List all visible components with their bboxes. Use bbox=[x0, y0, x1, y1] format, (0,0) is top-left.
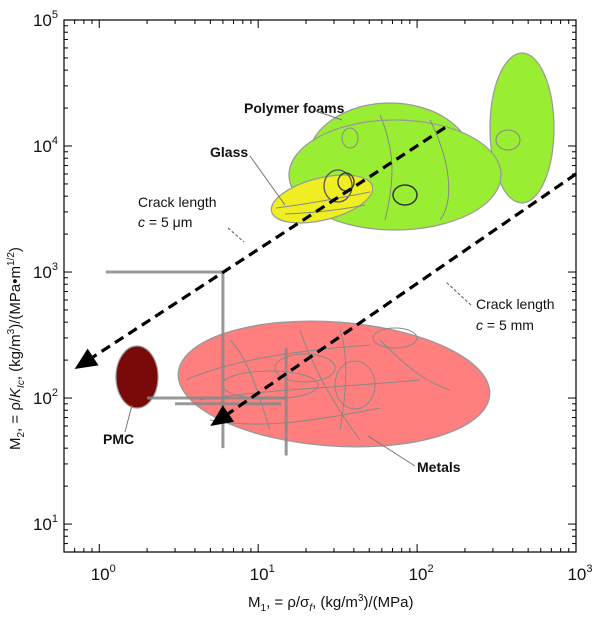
axis-ticks bbox=[63, 19, 577, 553]
region-pmc bbox=[115, 345, 159, 409]
leader-polymer-foams bbox=[315, 110, 343, 121]
foam-outline-2 bbox=[495, 129, 521, 151]
label-polymer-foams: Polymer foams bbox=[244, 100, 345, 116]
y-tick-label-4: 105 bbox=[33, 9, 58, 30]
leader-crack-5um bbox=[227, 227, 245, 243]
metals-outline-4 bbox=[299, 329, 361, 441]
leader-glass bbox=[249, 155, 286, 206]
crack-length-guide-lines bbox=[74, 126, 577, 426]
foam-outline-3 bbox=[392, 184, 418, 206]
y-title-part-4: Ic bbox=[16, 380, 27, 388]
guide-arrowhead-0 bbox=[74, 348, 99, 369]
x-tick-label-0-exp: 0 bbox=[110, 563, 116, 575]
x-title-part-5: 3 bbox=[358, 593, 364, 604]
crack-5um-value: = 5 μm bbox=[145, 214, 192, 230]
region-outlines bbox=[185, 114, 521, 441]
x-tick-label-3-exp: 3 bbox=[586, 563, 592, 575]
crack-label-5um-line2: c = 5 μm bbox=[138, 214, 192, 230]
region-group-metals bbox=[177, 320, 491, 448]
x-title-part-1: 1 bbox=[261, 603, 267, 614]
x-tick-label-2-base: 10 bbox=[409, 565, 428, 584]
metals-outline-7 bbox=[274, 353, 336, 383]
y-title-part-7: )/(MPa•m bbox=[7, 266, 24, 329]
region-polymer-foams-right bbox=[489, 52, 555, 204]
foam-outline-1 bbox=[341, 127, 359, 149]
glass-outline-1 bbox=[275, 191, 371, 209]
x-tick-label-1: 101 bbox=[250, 563, 275, 584]
foam-outline-6 bbox=[429, 119, 450, 221]
x-tick-label-0-base: 10 bbox=[91, 565, 110, 584]
x-title-part-4: , (kg/m bbox=[312, 594, 358, 611]
region-group-pmc bbox=[115, 345, 159, 409]
label-metals: Metals bbox=[417, 459, 461, 475]
x-title-part-3: f bbox=[309, 603, 313, 614]
x-tick-label-3-base: 10 bbox=[567, 565, 586, 584]
glass-outline-2 bbox=[284, 204, 366, 215]
leader-crack-5mm bbox=[445, 281, 472, 306]
x-title-part-2: , = ρ/σ bbox=[266, 594, 310, 611]
crack-label-5mm-line2: c = 5 mm bbox=[476, 317, 534, 333]
x-tick-label-1-exp: 1 bbox=[269, 563, 275, 575]
crack-label-5um-line1: Crack length bbox=[138, 194, 217, 210]
metals-outline-3 bbox=[229, 339, 271, 431]
y-tick-label-2-exp: 3 bbox=[52, 261, 58, 273]
leader-pmc bbox=[124, 404, 133, 433]
y-tick-label-3-base: 10 bbox=[33, 137, 52, 156]
metals-outline-9 bbox=[334, 360, 376, 410]
x-tick-label-2-exp: 2 bbox=[427, 563, 433, 575]
region-glass bbox=[270, 174, 374, 224]
leader-metals bbox=[367, 435, 416, 467]
y-title-part-0: M bbox=[7, 438, 24, 451]
crack-5mm-c: c bbox=[476, 317, 483, 333]
foam-outline-4 bbox=[323, 169, 353, 203]
label-pmc: PMC bbox=[103, 431, 134, 447]
y-tick-label-0: 101 bbox=[33, 513, 58, 534]
y-tick-label-4-base: 10 bbox=[33, 11, 52, 30]
guide-arrowhead-1 bbox=[210, 405, 235, 426]
crack-label-5mm-line1: Crack length bbox=[476, 296, 555, 312]
x-tick-label-1-base: 10 bbox=[250, 565, 269, 584]
region-metals bbox=[177, 320, 491, 448]
metals-outline-6 bbox=[379, 339, 451, 391]
y-tick-label-2: 103 bbox=[33, 261, 58, 282]
y-title-part-6: 3 bbox=[6, 328, 17, 334]
y-tick-label-1: 102 bbox=[33, 387, 58, 408]
y-tick-label-2-base: 10 bbox=[33, 263, 52, 282]
y-title-part-2: , = ρ/ bbox=[7, 397, 24, 432]
plot-frame bbox=[63, 19, 577, 553]
crack-5mm-value: = 5 mm bbox=[483, 317, 534, 333]
y-title-part-3: K bbox=[7, 387, 24, 398]
label-glass: Glass bbox=[210, 144, 248, 160]
y-tick-label-1-base: 10 bbox=[33, 389, 52, 408]
y-tick-label-0-exp: 1 bbox=[52, 513, 58, 525]
x-title-part-6: )/(MPa) bbox=[363, 594, 413, 611]
x-tick-label-3: 103 bbox=[567, 563, 592, 584]
region-group-glass bbox=[270, 174, 374, 224]
x-title-part-0: M bbox=[248, 594, 261, 611]
y-tick-label-3-exp: 4 bbox=[52, 135, 58, 147]
metals-outline-1 bbox=[185, 344, 371, 381]
y-title-part-9: ) bbox=[7, 247, 24, 252]
y-axis-title: M2, = ρ/KIc, (kg/m3)/(MPa•m1/2) bbox=[6, 247, 27, 450]
foam-outline-7 bbox=[379, 114, 393, 221]
y-tick-label-1-exp: 2 bbox=[52, 387, 58, 399]
guide-line-1 bbox=[227, 172, 577, 415]
x-axis-title: M1, = ρ/σf, (kg/m3)/(MPa) bbox=[248, 593, 413, 614]
y-tick-label-4-exp: 5 bbox=[52, 9, 58, 21]
y-title-part-8: 1/2 bbox=[6, 252, 17, 266]
y-title-part-5: , (kg/m bbox=[7, 334, 24, 380]
guide-line-0 bbox=[92, 126, 446, 359]
x-tick-label-0: 100 bbox=[91, 563, 116, 584]
x-tick-label-2: 102 bbox=[409, 563, 434, 584]
y-tick-label-0-base: 10 bbox=[33, 515, 52, 534]
y-title-part-1: 2 bbox=[16, 432, 27, 438]
metals-outline-5 bbox=[339, 329, 347, 431]
y-tick-label-3: 104 bbox=[33, 135, 58, 156]
crack-5um-c: c bbox=[138, 214, 145, 230]
metals-outline-10 bbox=[372, 327, 418, 349]
